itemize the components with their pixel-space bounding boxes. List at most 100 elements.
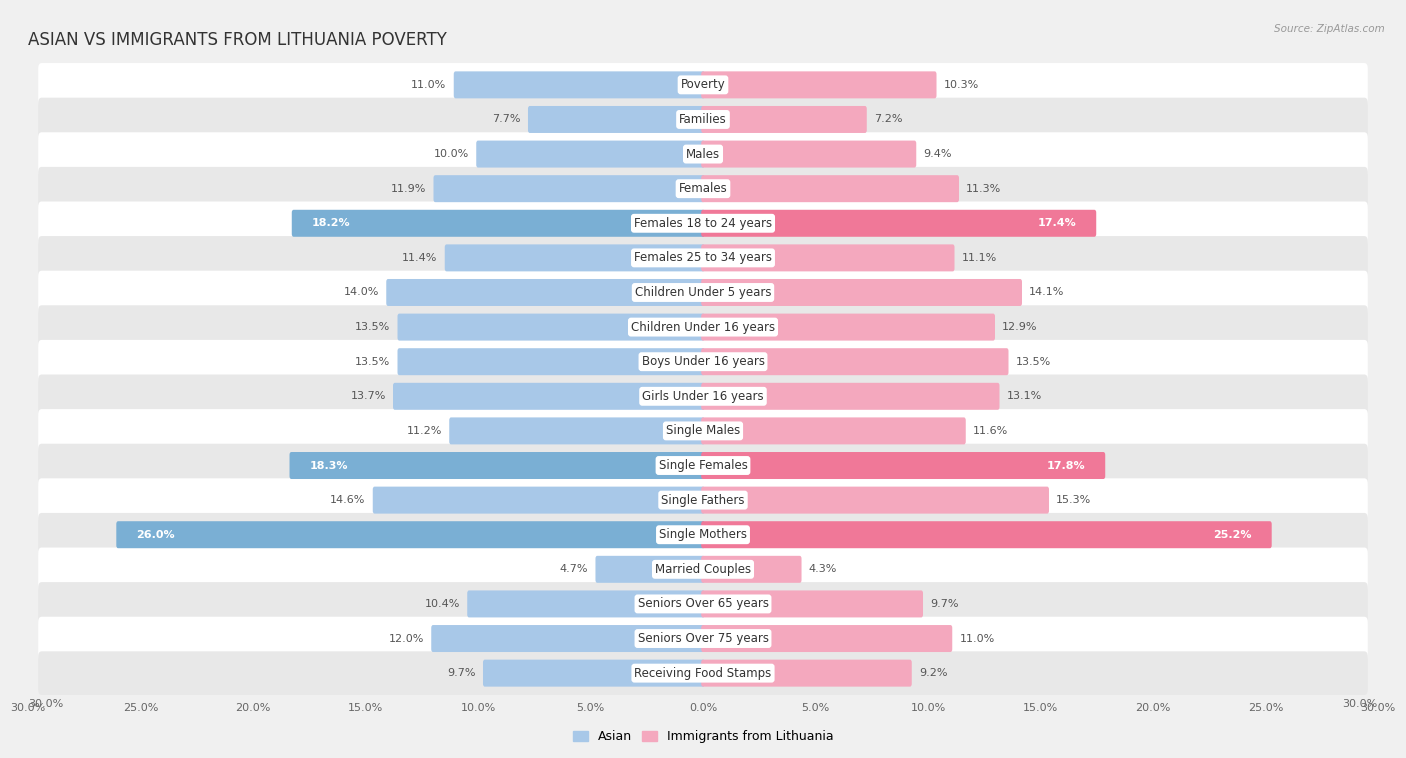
FancyBboxPatch shape (38, 513, 1368, 556)
FancyBboxPatch shape (394, 383, 704, 410)
FancyBboxPatch shape (292, 210, 704, 236)
Text: Poverty: Poverty (681, 78, 725, 92)
Text: 14.0%: 14.0% (343, 287, 380, 297)
FancyBboxPatch shape (290, 452, 704, 479)
FancyBboxPatch shape (373, 487, 704, 514)
Text: Children Under 16 years: Children Under 16 years (631, 321, 775, 334)
FancyBboxPatch shape (702, 556, 801, 583)
Text: 4.3%: 4.3% (808, 564, 837, 575)
FancyBboxPatch shape (38, 132, 1368, 176)
FancyBboxPatch shape (702, 314, 995, 340)
FancyBboxPatch shape (38, 202, 1368, 245)
FancyBboxPatch shape (702, 590, 922, 618)
FancyBboxPatch shape (38, 63, 1368, 107)
FancyBboxPatch shape (702, 175, 959, 202)
FancyBboxPatch shape (38, 340, 1368, 384)
FancyBboxPatch shape (702, 244, 955, 271)
Text: 9.4%: 9.4% (924, 149, 952, 159)
Text: 17.8%: 17.8% (1047, 461, 1085, 471)
Text: Males: Males (686, 148, 720, 161)
Text: 10.0%: 10.0% (434, 149, 470, 159)
Text: 11.6%: 11.6% (973, 426, 1008, 436)
Text: 14.1%: 14.1% (1029, 287, 1064, 297)
FancyBboxPatch shape (596, 556, 704, 583)
Text: 10.4%: 10.4% (425, 599, 460, 609)
FancyBboxPatch shape (702, 71, 936, 99)
FancyBboxPatch shape (432, 625, 704, 652)
Text: 11.2%: 11.2% (406, 426, 441, 436)
Text: 12.9%: 12.9% (1002, 322, 1038, 332)
Text: Females 18 to 24 years: Females 18 to 24 years (634, 217, 772, 230)
FancyBboxPatch shape (702, 522, 1271, 548)
FancyBboxPatch shape (38, 98, 1368, 141)
FancyBboxPatch shape (702, 418, 966, 444)
Text: Married Couples: Married Couples (655, 563, 751, 576)
FancyBboxPatch shape (38, 547, 1368, 591)
FancyBboxPatch shape (702, 106, 866, 133)
Text: Single Fathers: Single Fathers (661, 493, 745, 506)
Text: 17.4%: 17.4% (1038, 218, 1077, 228)
Text: 11.0%: 11.0% (412, 80, 447, 90)
FancyBboxPatch shape (38, 374, 1368, 418)
Text: 9.7%: 9.7% (447, 668, 475, 678)
FancyBboxPatch shape (38, 443, 1368, 487)
FancyBboxPatch shape (398, 314, 704, 340)
Text: 13.5%: 13.5% (1015, 357, 1050, 367)
FancyBboxPatch shape (702, 383, 1000, 410)
Text: Seniors Over 75 years: Seniors Over 75 years (637, 632, 769, 645)
Text: 13.5%: 13.5% (356, 322, 391, 332)
Text: 13.5%: 13.5% (356, 357, 391, 367)
FancyBboxPatch shape (38, 167, 1368, 211)
Text: Seniors Over 65 years: Seniors Over 65 years (637, 597, 769, 610)
Text: Females: Females (679, 182, 727, 195)
FancyBboxPatch shape (450, 418, 704, 444)
Text: 10.3%: 10.3% (943, 80, 979, 90)
Text: Single Males: Single Males (666, 424, 740, 437)
Text: 15.3%: 15.3% (1056, 495, 1091, 505)
Text: 11.9%: 11.9% (391, 183, 426, 194)
FancyBboxPatch shape (38, 478, 1368, 522)
Text: 18.2%: 18.2% (312, 218, 350, 228)
Text: Boys Under 16 years: Boys Under 16 years (641, 356, 765, 368)
FancyBboxPatch shape (467, 590, 704, 618)
Text: Single Mothers: Single Mothers (659, 528, 747, 541)
FancyBboxPatch shape (702, 659, 911, 687)
Text: Receiving Food Stamps: Receiving Food Stamps (634, 666, 772, 680)
FancyBboxPatch shape (454, 71, 704, 99)
Text: 13.7%: 13.7% (350, 391, 385, 401)
FancyBboxPatch shape (702, 452, 1105, 479)
FancyBboxPatch shape (38, 305, 1368, 349)
FancyBboxPatch shape (38, 617, 1368, 660)
FancyBboxPatch shape (702, 348, 1008, 375)
FancyBboxPatch shape (387, 279, 704, 306)
FancyBboxPatch shape (38, 582, 1368, 626)
FancyBboxPatch shape (477, 140, 704, 168)
Text: 11.1%: 11.1% (962, 253, 997, 263)
Text: 11.0%: 11.0% (959, 634, 994, 644)
Text: 13.1%: 13.1% (1007, 391, 1042, 401)
FancyBboxPatch shape (702, 487, 1049, 514)
Legend: Asian, Immigrants from Lithuania: Asian, Immigrants from Lithuania (568, 725, 838, 748)
Text: 25.2%: 25.2% (1213, 530, 1251, 540)
Text: Children Under 5 years: Children Under 5 years (634, 286, 772, 299)
FancyBboxPatch shape (398, 348, 704, 375)
FancyBboxPatch shape (38, 271, 1368, 315)
FancyBboxPatch shape (38, 651, 1368, 695)
FancyBboxPatch shape (702, 279, 1022, 306)
FancyBboxPatch shape (117, 522, 704, 548)
FancyBboxPatch shape (484, 659, 704, 687)
FancyBboxPatch shape (529, 106, 704, 133)
Text: 12.0%: 12.0% (388, 634, 425, 644)
Text: 11.4%: 11.4% (402, 253, 437, 263)
Text: 7.2%: 7.2% (875, 114, 903, 124)
Text: ASIAN VS IMMIGRANTS FROM LITHUANIA POVERTY: ASIAN VS IMMIGRANTS FROM LITHUANIA POVER… (28, 30, 447, 49)
Text: Single Females: Single Females (658, 459, 748, 472)
Text: 30.0%: 30.0% (28, 699, 63, 709)
Text: Families: Families (679, 113, 727, 126)
Text: 4.7%: 4.7% (560, 564, 588, 575)
FancyBboxPatch shape (702, 625, 952, 652)
FancyBboxPatch shape (433, 175, 704, 202)
Text: 14.6%: 14.6% (330, 495, 366, 505)
FancyBboxPatch shape (38, 409, 1368, 453)
FancyBboxPatch shape (702, 210, 1097, 236)
